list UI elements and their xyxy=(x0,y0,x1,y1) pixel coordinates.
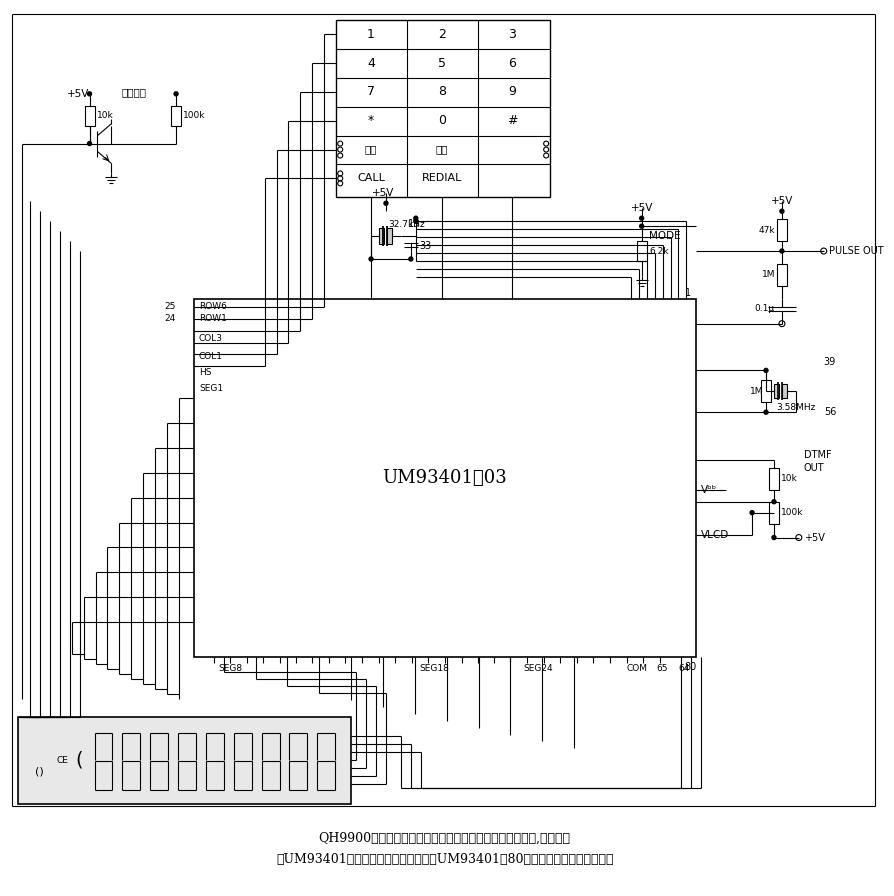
Bar xyxy=(378,228,384,244)
Bar xyxy=(776,220,786,241)
Text: 5: 5 xyxy=(437,56,445,70)
Bar xyxy=(768,468,778,490)
Circle shape xyxy=(174,92,178,96)
Text: 100k: 100k xyxy=(780,508,803,517)
Circle shape xyxy=(384,202,387,205)
Text: OUT: OUT xyxy=(803,463,823,473)
Text: 摘机输入: 摘机输入 xyxy=(122,87,147,97)
Text: CALL: CALL xyxy=(357,174,384,184)
Circle shape xyxy=(413,220,417,223)
Circle shape xyxy=(639,216,643,220)
Bar xyxy=(768,502,778,523)
Circle shape xyxy=(88,92,91,96)
Text: 1: 1 xyxy=(685,288,691,297)
Text: DTMF: DTMF xyxy=(803,450,831,460)
Text: *: * xyxy=(367,114,374,127)
Circle shape xyxy=(763,368,767,373)
Text: 路UM93401产生拨号和液晶驱动信号。UM93401是80脚扁平封装的单片机电路。: 路UM93401产生拨号和液晶驱动信号。UM93401是80脚扁平封装的单片机电… xyxy=(275,853,612,866)
Circle shape xyxy=(772,500,775,504)
Text: 0: 0 xyxy=(437,114,445,127)
Text: 9: 9 xyxy=(508,85,516,99)
Circle shape xyxy=(413,216,417,220)
Text: 39: 39 xyxy=(822,358,835,367)
Text: Vᵇᵇ: Vᵇᵇ xyxy=(701,485,717,495)
Text: #: # xyxy=(507,114,517,127)
Text: 33: 33 xyxy=(418,241,431,251)
Text: 80: 80 xyxy=(684,662,696,672)
Circle shape xyxy=(639,224,643,228)
Text: +5V: +5V xyxy=(803,532,823,543)
Bar xyxy=(386,228,392,244)
Text: 2: 2 xyxy=(437,28,445,40)
Text: UM93401－03: UM93401－03 xyxy=(382,469,507,487)
Text: 15: 15 xyxy=(408,220,420,229)
Circle shape xyxy=(763,410,767,414)
Text: 25: 25 xyxy=(164,302,176,311)
Text: (): () xyxy=(36,766,44,776)
Text: 8: 8 xyxy=(437,85,445,99)
Bar xyxy=(636,241,645,261)
Circle shape xyxy=(779,210,783,213)
Text: 1M: 1M xyxy=(761,271,775,280)
Text: 0.1μ: 0.1μ xyxy=(754,305,773,314)
Text: 10k: 10k xyxy=(780,474,797,483)
Text: +5V: +5V xyxy=(371,188,393,198)
Bar xyxy=(773,384,778,398)
Text: VLCD: VLCD xyxy=(701,530,729,539)
Bar xyxy=(171,106,181,125)
Bar xyxy=(776,264,786,286)
Bar xyxy=(781,384,786,398)
Bar xyxy=(18,717,350,804)
Circle shape xyxy=(779,249,783,253)
Text: SEG24: SEG24 xyxy=(523,664,552,674)
Bar xyxy=(336,21,550,197)
Text: 100k: 100k xyxy=(183,111,206,120)
Circle shape xyxy=(88,142,91,145)
Text: REDIAL: REDIAL xyxy=(421,174,461,184)
Text: 65: 65 xyxy=(656,664,667,674)
Text: PULSE OUT: PULSE OUT xyxy=(828,246,882,256)
Text: 挂机: 挂机 xyxy=(435,144,447,154)
Circle shape xyxy=(749,511,754,514)
Text: CE: CE xyxy=(56,756,69,765)
Text: SEG18: SEG18 xyxy=(419,664,449,674)
Text: HS: HS xyxy=(198,368,211,377)
Text: +5V: +5V xyxy=(66,89,89,99)
Bar xyxy=(760,381,770,402)
Text: 6.2k: 6.2k xyxy=(649,246,669,255)
Text: 1M: 1M xyxy=(749,387,763,396)
Text: COM: COM xyxy=(626,664,647,674)
Bar xyxy=(84,106,95,125)
Bar xyxy=(194,298,696,657)
Text: MODE: MODE xyxy=(648,231,679,241)
Text: SEG1: SEG1 xyxy=(198,383,223,392)
Text: 24: 24 xyxy=(164,314,176,323)
Circle shape xyxy=(368,257,373,261)
Text: 7: 7 xyxy=(367,85,375,99)
Text: 1: 1 xyxy=(367,28,375,40)
Text: 64: 64 xyxy=(678,664,689,674)
Text: 10k: 10k xyxy=(97,111,114,120)
Text: COL1: COL1 xyxy=(198,352,223,361)
Text: 3: 3 xyxy=(508,28,516,40)
Text: ROW6: ROW6 xyxy=(198,302,226,311)
Text: 47k: 47k xyxy=(758,226,775,235)
Text: 56: 56 xyxy=(822,407,835,418)
Text: QH9900型无绳电话机采用液晶片显示电话号码和通话时间,由集成电: QH9900型无绳电话机采用液晶片显示电话号码和通话时间,由集成电 xyxy=(318,831,570,844)
Text: ROW1: ROW1 xyxy=(198,314,226,323)
Text: +5V: +5V xyxy=(770,196,792,206)
Text: COL3: COL3 xyxy=(198,334,223,343)
Text: 摘机: 摘机 xyxy=(365,144,377,154)
Circle shape xyxy=(409,257,412,261)
Text: SEG8: SEG8 xyxy=(219,664,242,674)
Circle shape xyxy=(772,536,775,539)
Text: 4: 4 xyxy=(367,56,375,70)
Text: 3.58MHz: 3.58MHz xyxy=(775,402,814,412)
Text: 32.7kHz: 32.7kHz xyxy=(387,220,425,228)
Text: 6: 6 xyxy=(508,56,516,70)
Text: (: ( xyxy=(76,751,83,770)
Text: +5V: +5V xyxy=(629,203,652,213)
